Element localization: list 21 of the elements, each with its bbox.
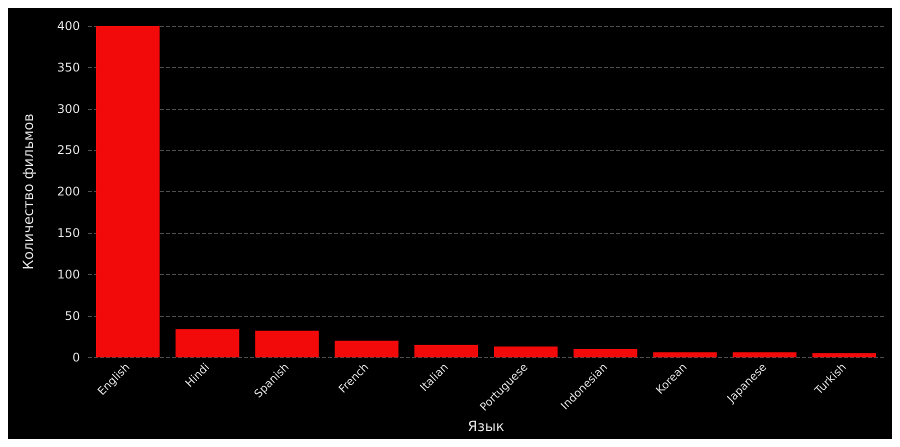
y-tick-label: 250: [57, 143, 80, 158]
x-axis-title: Язык: [468, 419, 504, 435]
bar: [732, 352, 796, 358]
y-axis-title: Количество фильмов: [21, 114, 37, 270]
bar: [255, 330, 319, 358]
bar: [334, 340, 398, 358]
bar: [96, 26, 160, 358]
bar: [812, 353, 876, 358]
y-tick-label: 300: [57, 102, 80, 116]
bar: [414, 344, 478, 358]
bar: [574, 348, 638, 358]
y-tick-label: 50: [64, 308, 80, 323]
bar: [176, 329, 240, 358]
y-tick-label: 0: [72, 350, 80, 364]
y-tick-label: 100: [57, 267, 80, 282]
bar: [494, 346, 558, 358]
y-tick-label: 150: [57, 226, 80, 240]
y-tick-label: 350: [57, 60, 80, 74]
bar: [653, 352, 717, 358]
y-tick-label: 400: [57, 19, 80, 33]
y-tick-label: 200: [57, 184, 80, 199]
